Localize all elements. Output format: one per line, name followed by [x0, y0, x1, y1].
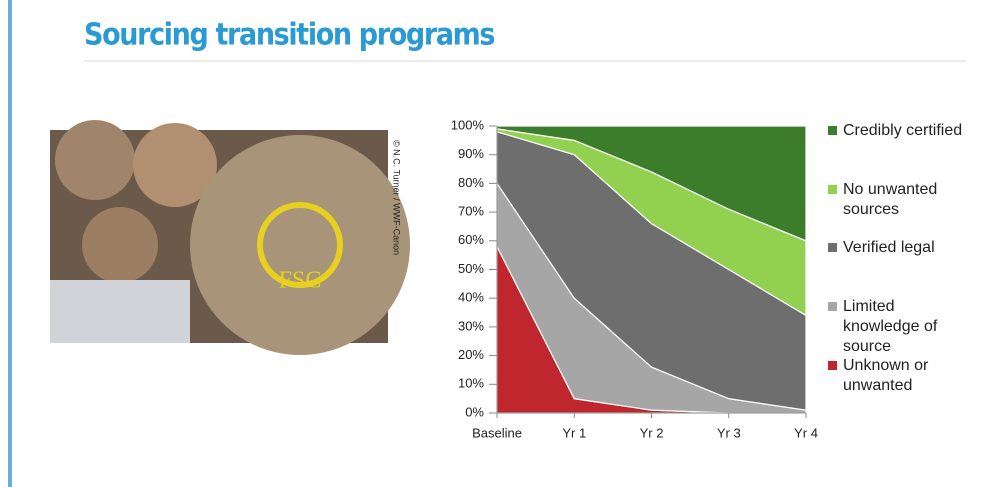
legend-swatch	[828, 302, 837, 311]
photo: FSC	[50, 120, 410, 355]
legend-label: No unwanted sources	[843, 181, 938, 218]
y-tick-label: 60%	[458, 232, 484, 247]
legend-item: Verified legal	[828, 238, 963, 258]
y-tick-label: 80%	[458, 175, 484, 190]
legend-item: Credibly certified	[828, 121, 963, 141]
slide-border	[8, 0, 12, 487]
legend-swatch	[828, 126, 837, 135]
y-tick-label: 10%	[458, 376, 484, 391]
y-tick-label: 70%	[458, 204, 484, 219]
legend-swatch	[828, 185, 837, 194]
x-tick-label: Yr 4	[794, 425, 818, 440]
legend-item: Unknown or unwanted	[828, 356, 963, 396]
y-tick-label: 100%	[451, 117, 485, 132]
legend-item: No unwanted sources	[828, 180, 963, 220]
svg-text:FSC: FSC	[279, 268, 322, 294]
legend-swatch	[828, 361, 837, 370]
legend-item: Limited knowledge of source	[828, 297, 963, 357]
y-tick-label: 40%	[458, 290, 484, 305]
legend-swatch	[828, 243, 837, 252]
y-tick-label: 50%	[458, 261, 484, 276]
photo-credit: © N.C. Turner / WWF-Canon	[392, 140, 402, 255]
area	[496, 125, 807, 242]
x-tick-label: Baseline	[472, 425, 522, 440]
y-tick-label: 90%	[458, 146, 484, 161]
y-tick-label: 20%	[458, 347, 484, 362]
x-tick-label: Yr 1	[562, 425, 586, 440]
legend-label: Unknown or unwanted	[843, 357, 929, 394]
y-tick-label: 30%	[458, 318, 484, 333]
x-tick-label: Yr 3	[717, 425, 741, 440]
x-tick-label: Yr 2	[640, 425, 664, 440]
legend-label: Credibly certified	[843, 122, 963, 139]
y-tick-label: 0%	[465, 404, 484, 419]
legend-label: Verified legal	[843, 239, 935, 256]
legend-label: Limited knowledge of source	[843, 298, 938, 355]
slide-title: Sourcing transition programs	[84, 17, 495, 52]
